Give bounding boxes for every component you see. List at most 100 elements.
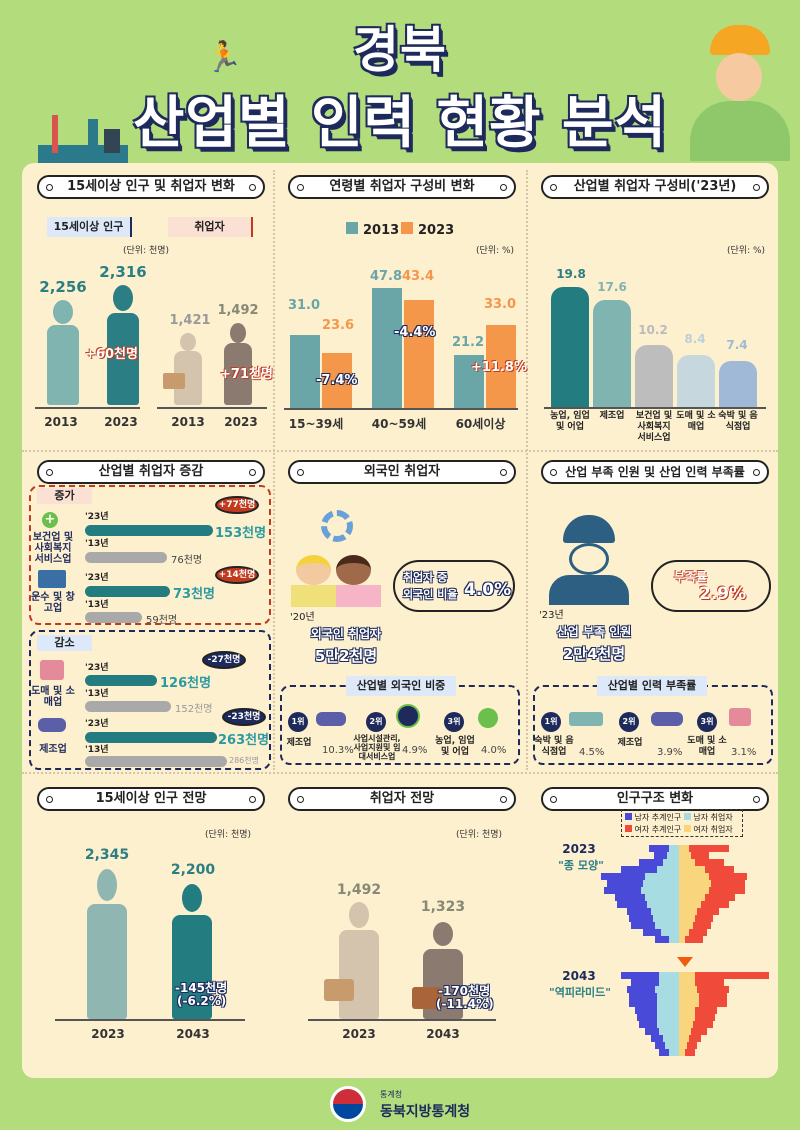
decrease-box — [29, 630, 271, 770]
year-label: '23년 — [539, 610, 564, 621]
section-employment-outlook: 취업자 전망 (단위: 천명) 1,492 1,323 -170천명 (-11.… — [276, 787, 528, 1057]
bar-2023 — [85, 732, 217, 743]
year-label: '13년 — [85, 600, 109, 610]
value: 17.6 — [597, 280, 627, 294]
year-label: 2043 — [176, 1027, 210, 1041]
shape-label: "역피라미드" — [548, 986, 612, 999]
ratio-bubble — [393, 560, 515, 612]
person-icon — [349, 902, 369, 928]
workers-illustration — [291, 545, 386, 607]
section-population-outlook: 15세이상 인구 전망 (단위: 천명) 2,345 2,200 -145천명 … — [25, 787, 277, 1057]
footer-logo — [330, 1086, 366, 1122]
year-label: 2023 — [342, 1027, 376, 1041]
year-label: '13년 — [85, 539, 109, 549]
bubble-value: 4.0% — [464, 580, 512, 600]
bar-manufacturing — [593, 300, 631, 407]
briefcase-icon — [324, 979, 354, 1001]
rank-badge: 1위 — [288, 712, 308, 732]
unit-label: (단위: 천명) — [456, 830, 503, 840]
industry-name: 농업, 임업 및 어업 — [435, 736, 475, 757]
value: 10.2 — [638, 323, 668, 337]
worker-illustration — [690, 25, 790, 161]
label-employed: 취업자 — [168, 217, 253, 237]
value: 73천명 — [173, 587, 216, 602]
year-label: '23년 — [85, 719, 109, 729]
foreign-value: 5만2천명 — [314, 647, 378, 665]
year-label: 2023 — [104, 415, 138, 429]
pct-value: 3.1% — [731, 747, 757, 758]
value: 1,492 — [336, 882, 382, 898]
bar-2023 — [85, 675, 157, 686]
diff-bubble: -23천명 — [222, 708, 266, 726]
value: 1,492 — [217, 303, 259, 318]
section-population-employment: 15세이상 인구 및 취업자 변화 15세이상 인구 취업자 (단위: 천명) … — [25, 175, 277, 445]
gear-icon — [321, 510, 353, 542]
year-label: '20년 — [290, 612, 315, 623]
diff-bubble: +77천명 — [215, 496, 259, 514]
bar-area — [284, 265, 516, 408]
industry-name: 도매 및 소매업 — [687, 736, 727, 757]
pct-value: 4.5% — [579, 747, 605, 758]
bar-agriculture — [551, 287, 589, 407]
industry-name: 도매 및 소매업 — [31, 686, 75, 708]
diff-bubble: +14천명 — [215, 566, 259, 584]
change-badge: -7.4% — [316, 373, 358, 388]
shortage-label: 산업 부족 인원 — [556, 625, 632, 639]
year-label: '23년 — [85, 512, 109, 522]
category-label: 농업, 임업 및 어업 — [550, 411, 590, 432]
change-badge: +11.8% — [471, 360, 527, 375]
section-title: 산업별 취업자 증감 — [37, 460, 265, 484]
section-title: 15세이상 인구 전망 — [37, 787, 265, 811]
conveyor-gear-icon — [38, 718, 66, 732]
value: 21.2 — [451, 335, 485, 350]
rank-badge: 2위 — [619, 712, 639, 732]
value: 31.0 — [287, 298, 321, 313]
change-badge: -4.4% — [394, 325, 436, 340]
section-labor-shortage: 산업 부족 인원 및 산업 인력 부족률 '23년 산업 부족 인원 2만4천명… — [529, 460, 781, 770]
health-cross-icon: + — [42, 512, 58, 528]
value: 43.4 — [401, 269, 435, 284]
unit-label: (단위: 천명) — [123, 246, 170, 256]
bar-15-39-2013 — [290, 335, 320, 408]
foreign-label: 외국인 취업자 — [310, 627, 382, 641]
title-line-1: 경북 — [353, 21, 447, 79]
section-title: 연령별 취업자 구성비 변화 — [288, 175, 516, 199]
value: 263천명 — [218, 733, 270, 748]
year-label: 2023 — [562, 842, 596, 856]
pct-value: 10.3% — [322, 745, 354, 756]
year-label: 2023 — [91, 1027, 125, 1041]
hardhat-worker-icon — [549, 515, 629, 605]
value: 1,323 — [420, 899, 466, 915]
bubble-text: 부족률 — [674, 570, 708, 584]
down-arrow-icon — [677, 957, 693, 967]
legend-2023: 2023 — [401, 222, 454, 238]
year-label: 2023 — [224, 415, 258, 429]
factory-icon — [38, 115, 128, 163]
bar-60plus-2023 — [486, 325, 516, 408]
conveyor-gear-icon — [651, 712, 683, 726]
bar-2023 — [85, 525, 213, 536]
shape-label: "종 모양" — [558, 859, 604, 872]
sub-title: 산업별 외국인 비중 — [346, 676, 456, 696]
category-label: 도매 및 소매업 — [676, 411, 716, 432]
section-title: 취업자 전망 — [288, 787, 516, 811]
value: 126천명 — [160, 676, 212, 691]
diff-bubble: -27천명 — [202, 651, 246, 669]
running-person-icon: 🏃 — [205, 40, 243, 75]
bar-2013 — [85, 612, 142, 623]
bubble-text: 취업자 중 — [403, 571, 448, 584]
briefcase-icon — [412, 987, 442, 1009]
bar-2023 — [85, 586, 170, 597]
value: 33.0 — [483, 297, 517, 312]
category-label: 60세이상 — [455, 417, 506, 431]
rank-badge: 2위 — [366, 712, 386, 732]
decrease-label: 감소 — [37, 635, 92, 651]
change-pct: (-6.2%) — [177, 994, 227, 1008]
bar-60plus-2013 — [454, 355, 484, 408]
sub-title: 산업별 인력 부족률 — [597, 676, 707, 696]
briefcase-icon — [163, 373, 185, 389]
pyramid-2043 — [529, 972, 781, 1062]
rank-badge: 1위 — [541, 712, 561, 732]
label-population: 15세이상 인구 — [47, 217, 132, 237]
year-label: '13년 — [85, 689, 109, 699]
